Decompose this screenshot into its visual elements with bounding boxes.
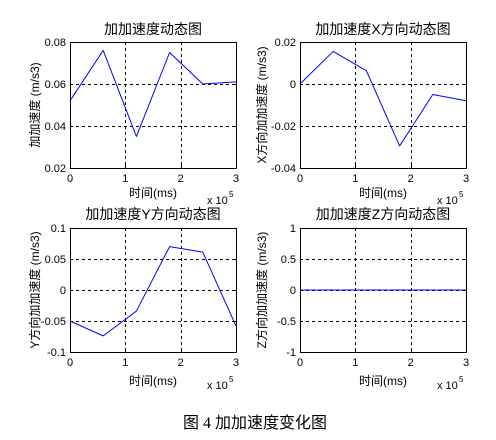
- x-tick-label: 0: [67, 357, 73, 369]
- x-axis-multiplier: x 10: [437, 195, 458, 207]
- y-tick-label: -0.02: [271, 121, 296, 133]
- x-axis-multiplier-exponent: 5: [229, 190, 234, 199]
- y-tick-label: 0.06: [45, 79, 66, 91]
- x-axis-label: 时间(ms): [129, 186, 177, 200]
- jerk-subplot: 0 1 2 3 0.02 0.04 0.06 0.08 加加速度动态图 时间(ms) 加加速度…: [27, 21, 239, 207]
- chart-title: 加加速度Z方向动态图: [316, 206, 451, 222]
- y-tick-label: -1: [286, 347, 296, 359]
- x-axis-multiplier: x 10: [207, 195, 228, 207]
- axes-box: [300, 42, 467, 169]
- x-tick-label: 3: [463, 173, 469, 185]
- x-tick-label: 1: [352, 357, 358, 369]
- y-tick-label: 0: [290, 79, 296, 91]
- y-axis-label: Z方向加加速度 (m/s3): [254, 232, 269, 349]
- chart-title: 加加速度X方向动态图: [315, 21, 450, 37]
- x-tick-label: 1: [122, 173, 128, 185]
- x-tick-label: 2: [408, 357, 414, 369]
- axes-background: [70, 42, 236, 168]
- y-axis-label: Y方向加加速度 (m/s3): [27, 231, 42, 348]
- x-axis-label: 时间(ms): [129, 374, 177, 388]
- plot-area: 0 1 2 3 -1 -0.5 0 0.5 1: [277, 223, 469, 369]
- y-tick-label: 0.02: [45, 163, 66, 175]
- x-axis-multiplier-exponent: 5: [459, 375, 464, 384]
- y-tick-label: 0.08: [45, 37, 66, 49]
- y-tick-label: 0.05: [45, 254, 66, 266]
- data-line: [69, 49, 237, 137]
- y-tick-label: 0: [290, 285, 296, 297]
- x-tick-label: 1: [352, 173, 358, 185]
- plot-area: 0 1 2 3 0.02 0.04 0.06 0.08: [45, 37, 239, 185]
- x-tick-label: 2: [178, 173, 184, 185]
- plot-area: 0 1 2 3 -0.1 -0.05 0 0.05 0.1: [41, 223, 239, 369]
- plot-area: 0 1 2 3 -0.04 -0.02 0 0.02: [271, 37, 469, 185]
- x-tick-label: 0: [297, 173, 303, 185]
- x-axis-multiplier-exponent: 5: [229, 375, 234, 384]
- data-line: [69, 246, 237, 337]
- x-tick-label: 0: [67, 173, 73, 185]
- x-axis-label: 时间(ms): [359, 374, 407, 388]
- y-axis-label: 加加速度 (m/s3): [27, 62, 42, 147]
- x-tick-label: 2: [178, 357, 184, 369]
- y-tick-label: 0.04: [45, 121, 66, 133]
- x-tick-label: 3: [463, 357, 469, 369]
- y-tick-label: 0.1: [51, 223, 66, 235]
- y-tick-label: -0.05: [41, 316, 66, 328]
- y-tick-label: 0: [60, 285, 66, 297]
- data-line: [299, 50, 467, 147]
- x-tick-label: 3: [233, 357, 239, 369]
- jerk-x-subplot: 0 1 2 3 -0.04 -0.02 0 0.02 加加速度X方向动态图 时间(ms) X方…: [254, 21, 469, 207]
- y-tick-label: -0.5: [277, 316, 296, 328]
- y-tick-label: 0.02: [275, 37, 296, 49]
- chart-title: 加加速度动态图: [104, 21, 202, 37]
- axes-box: [70, 42, 237, 169]
- x-tick-label: 3: [233, 173, 239, 185]
- x-axis-multiplier-exponent: 5: [459, 190, 464, 199]
- chart-title: 加加速度Y方向动态图: [85, 206, 220, 222]
- y-axis-label: X方向加加速度 (m/s3): [254, 46, 269, 163]
- x-axis-multiplier: x 10: [207, 380, 228, 392]
- y-tick-label: 0.5: [281, 254, 296, 266]
- axes-background: [300, 42, 466, 168]
- x-tick-label: 0: [297, 357, 303, 369]
- x-axis-multiplier: x 10: [437, 380, 458, 392]
- x-tick-label: 2: [408, 173, 414, 185]
- y-tick-label: 1: [290, 223, 296, 235]
- x-tick-label: 1: [122, 357, 128, 369]
- figure-caption: 图 4 加加速度变化图: [183, 414, 327, 432]
- y-tick-label: -0.04: [271, 163, 296, 175]
- y-tick-label: -0.1: [47, 347, 66, 359]
- jerk-z-subplot: 0 1 2 3 -1 -0.5 0 0.5 1 加加速度Z方向动态图 时间(ms) Z方向加加速…: [254, 206, 469, 392]
- x-axis-label: 时间(ms): [359, 186, 407, 200]
